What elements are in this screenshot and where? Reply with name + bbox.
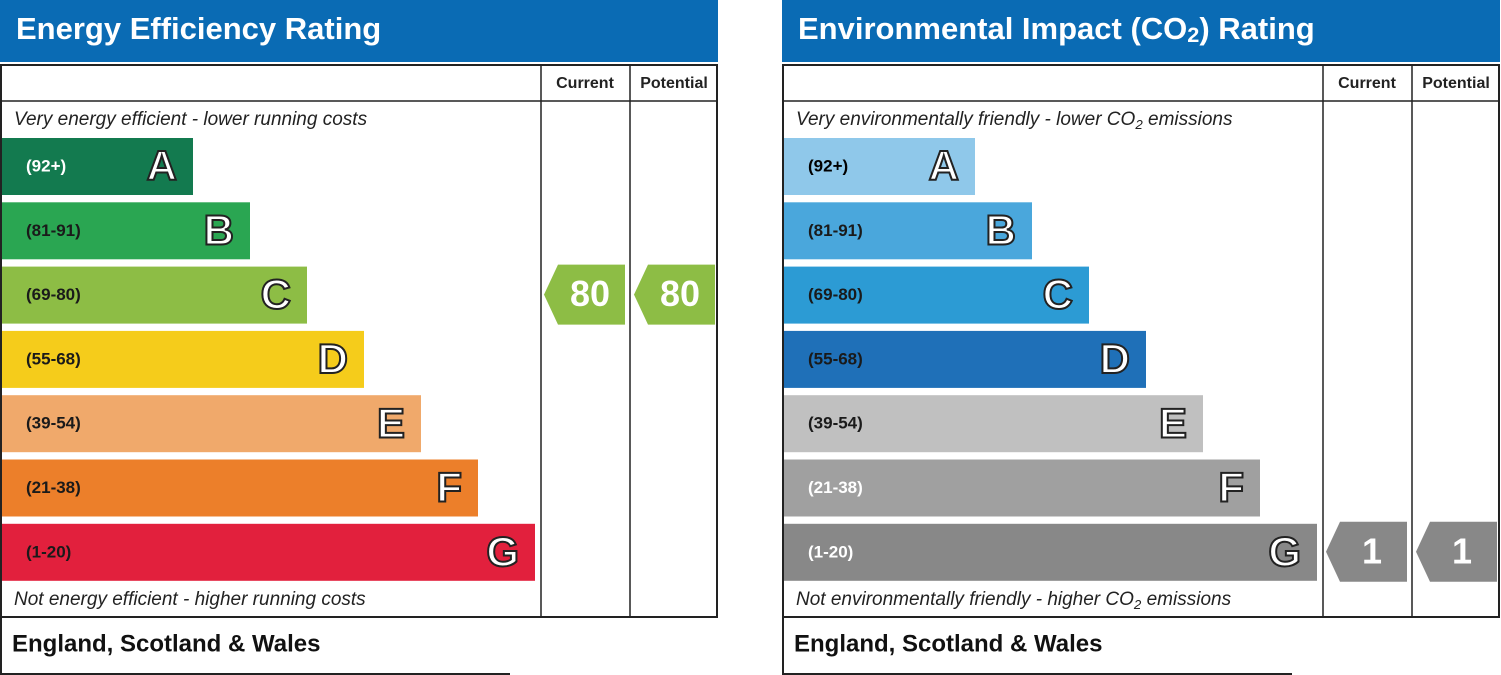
rating-band — [784, 395, 1203, 453]
rating-band — [784, 330, 1146, 388]
subscript: 2 — [1187, 22, 1199, 47]
text-part: Not environmentally friendly - higher CO — [796, 589, 1134, 610]
subscript: 2 — [1133, 597, 1142, 612]
column-header: Current — [556, 75, 614, 92]
text-part: emissions — [1143, 109, 1233, 130]
band-range: (55-68) — [26, 349, 81, 368]
rating-band — [2, 266, 307, 324]
band-letter: E — [1159, 399, 1187, 446]
text-part: ) Rating — [1199, 11, 1314, 46]
rating-arrow — [634, 264, 715, 325]
text-part: Not energy efficient - higher running co… — [14, 589, 366, 610]
rating-value: 1 — [1362, 530, 1382, 571]
band-letter: A — [147, 142, 177, 189]
bottom-note: Not environmentally friendly - higher CO… — [796, 589, 1232, 612]
rating-band — [784, 266, 1089, 324]
rating-panel: Energy Efficiency Rating Current Potential… — [0, 0, 718, 675]
band-letter: B — [204, 206, 234, 253]
band-range: (21-38) — [808, 478, 863, 497]
band-letter: D — [1100, 335, 1130, 382]
title-bar — [0, 0, 718, 62]
bottom-note: Not energy efficient - higher running co… — [14, 589, 366, 610]
rating-band — [784, 459, 1260, 517]
band-range: (81-91) — [808, 221, 863, 240]
text-part: Very environmentally friendly - lower CO — [796, 109, 1136, 130]
table-border — [782, 64, 1500, 618]
rating-band — [2, 459, 478, 517]
band-letter: D — [318, 335, 348, 382]
table-border — [0, 64, 718, 618]
column-header: Current — [1338, 75, 1396, 92]
rating-panel: Environmental Impact (CO2) RatingCurrent… — [782, 0, 1500, 675]
band-letter: C — [1043, 271, 1073, 318]
band-letter: F — [1218, 464, 1244, 511]
rating-band — [2, 395, 421, 453]
text-part: emissions — [1141, 589, 1231, 610]
subscript: 2 — [1134, 117, 1143, 132]
panel-title: Energy Efficiency Rating — [16, 11, 381, 46]
column-header: Potential — [1422, 75, 1490, 92]
band-range: (81-91) — [26, 221, 81, 240]
band-range: (1-20) — [808, 542, 853, 561]
band-range: (92+) — [26, 156, 66, 175]
rating-band — [2, 330, 364, 388]
text-part: Very energy efficient - lower running co… — [14, 109, 368, 130]
rating-band — [784, 138, 975, 195]
rating-band — [784, 202, 1032, 260]
rating-arrow — [1326, 521, 1407, 582]
band-range: (69-80) — [26, 285, 81, 304]
panel-title: Environmental Impact (CO2) Rating — [798, 11, 1315, 47]
band-letter: C — [261, 271, 291, 318]
rating-arrow — [544, 264, 625, 325]
top-note: Very energy efficient - lower running co… — [14, 109, 368, 130]
footer-border — [782, 617, 1292, 675]
rating-band — [784, 523, 1317, 581]
band-range: (39-54) — [808, 414, 863, 433]
rating-arrow — [1416, 521, 1497, 582]
band-letter: G — [1268, 528, 1301, 575]
band-letter: F — [436, 464, 462, 511]
band-letter: G — [486, 528, 519, 575]
band-range: (1-20) — [26, 542, 71, 561]
band-letter: E — [377, 399, 405, 446]
title-bar — [782, 0, 1500, 62]
rating-band — [2, 523, 535, 581]
footer: England, Scotland & Wales — [794, 630, 1102, 657]
band-range: (92+) — [808, 156, 848, 175]
text-part: Energy Efficiency Rating — [16, 11, 381, 46]
footer-border — [0, 617, 510, 675]
band-range: (21-38) — [26, 478, 81, 497]
band-letter: A — [929, 142, 959, 189]
band-letter: B — [986, 206, 1016, 253]
rating-band — [2, 202, 250, 260]
column-header: Potential — [640, 75, 708, 92]
rating-value: 80 — [570, 273, 610, 314]
text-part: Environmental Impact (CO — [798, 11, 1187, 46]
band-range: (39-54) — [26, 414, 81, 433]
top-note: Very environmentally friendly - lower CO… — [796, 109, 1233, 132]
footer: England, Scotland & Wales — [12, 630, 320, 657]
band-range: (69-80) — [808, 285, 863, 304]
rating-value: 1 — [1452, 530, 1472, 571]
rating-value: 80 — [660, 273, 700, 314]
band-range: (55-68) — [808, 349, 863, 368]
rating-band — [2, 138, 193, 195]
